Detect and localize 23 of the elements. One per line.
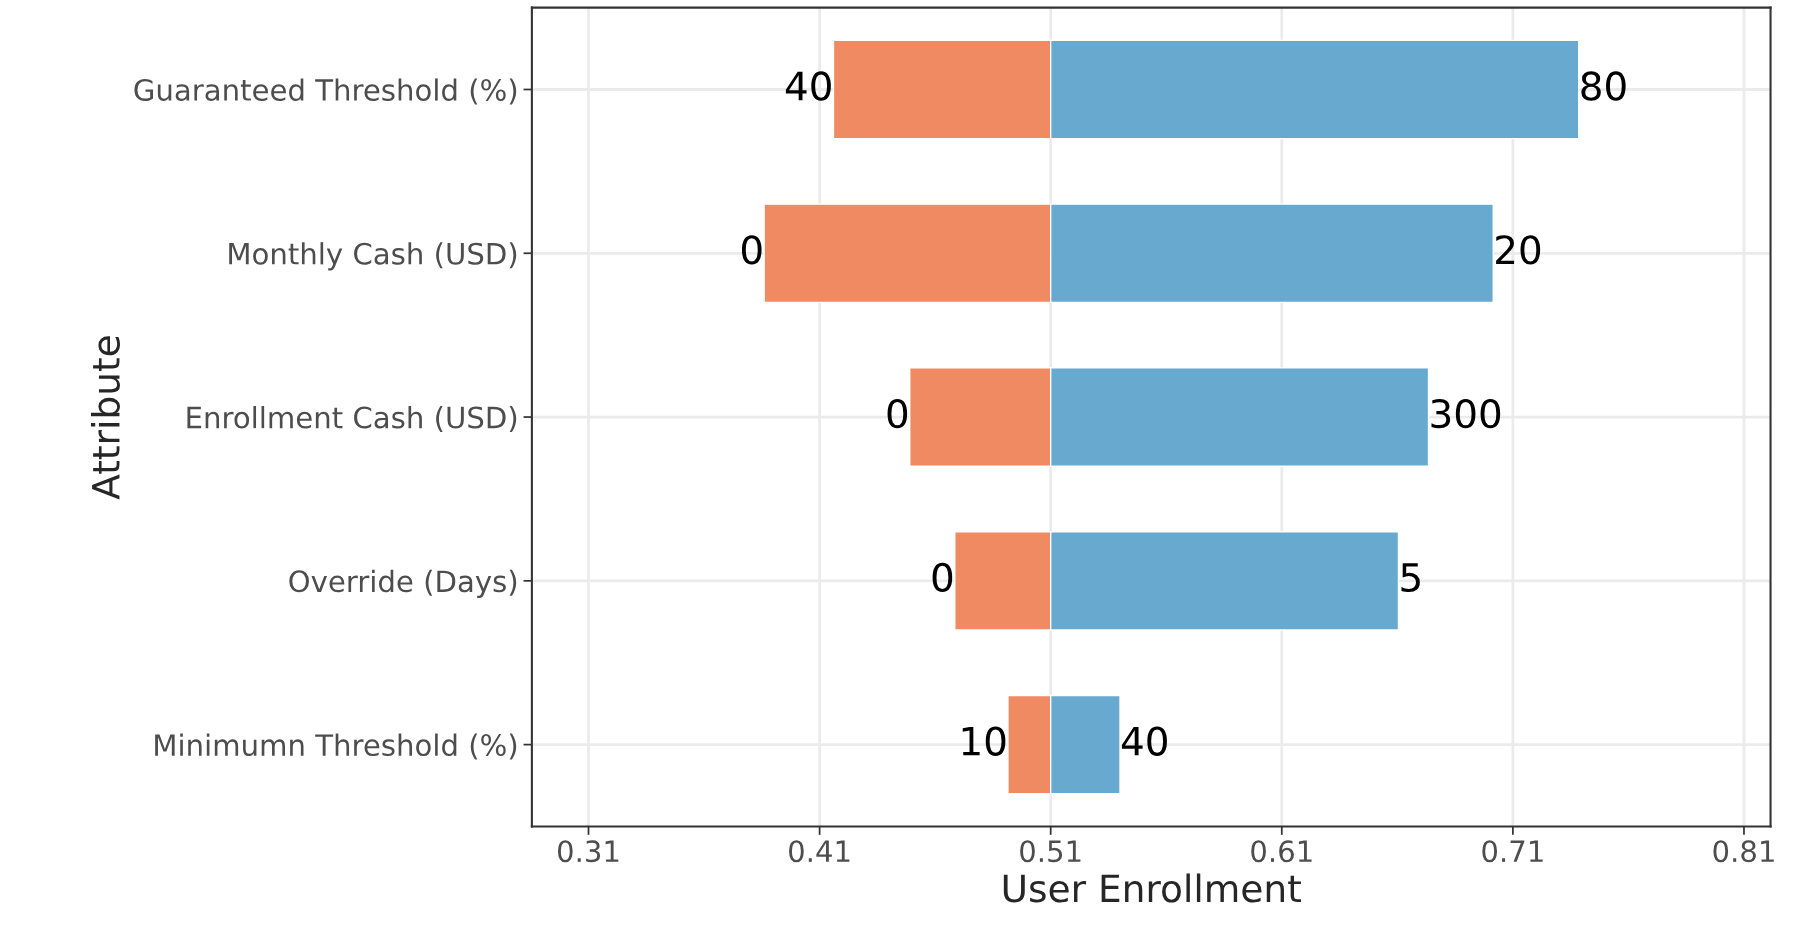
y-tick-label: Override (Days) — [289, 569, 517, 598]
x-tick-label: 0.51 — [1020, 840, 1081, 863]
annotation: 10 — [962, 726, 1006, 756]
annotation: 20 — [1496, 235, 1541, 265]
annotation: 5 — [1401, 563, 1420, 593]
y-axis-title: Attribute — [90, 336, 120, 500]
annotation: 0 — [932, 562, 953, 593]
annotation: 40 — [1121, 726, 1167, 756]
annotation: 40 — [785, 71, 831, 101]
y-tick-label: Enrollment Cash (USD) — [187, 405, 517, 432]
x-tick-label: 0.41 — [789, 840, 850, 863]
x-tick-label: 0.81 — [1713, 840, 1774, 863]
x-tick-label: 0.31 — [557, 840, 619, 863]
y-tick-label: Minimumn Threshold (%) — [155, 733, 517, 760]
x-tick-label: 0.71 — [1482, 840, 1543, 863]
annotation: 0 — [887, 398, 908, 429]
annotation: 300 — [1431, 398, 1501, 429]
x-tick-label: 0.61 — [1251, 840, 1312, 863]
annotation: 80 — [1581, 71, 1626, 101]
annotation: 0 — [741, 235, 762, 265]
y-tick-label: Guaranteed Threshold (%) — [134, 78, 517, 105]
y-tick-label: Monthly Cash (USD) — [229, 242, 517, 271]
x-axis-title: User Enrollment — [1003, 873, 1301, 903]
